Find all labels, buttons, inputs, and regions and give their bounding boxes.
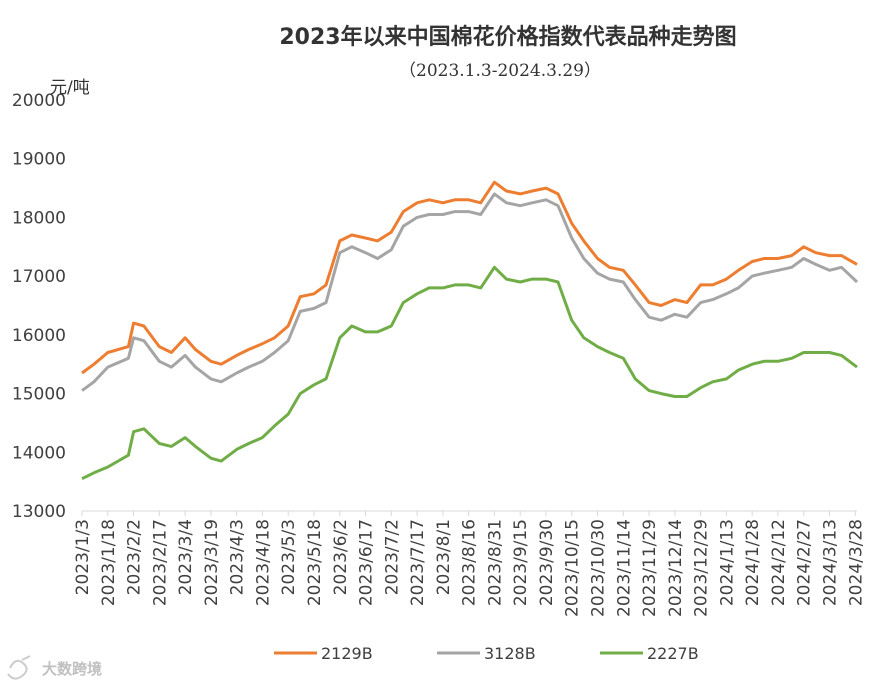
x-tick-label: 2024/2/12	[769, 519, 789, 606]
x-tick-label: 2023/3/4	[176, 519, 196, 595]
y-tick-label: 17000	[12, 267, 66, 287]
x-tick-label: 2023/11/29	[640, 519, 660, 617]
legend-label-3128B: 3128B	[484, 644, 536, 663]
x-tick-label: 2023/12/29	[692, 519, 712, 617]
legend-item-2129B[interactable]: 2129B	[274, 644, 373, 663]
x-tick-label: 2024/1/28	[743, 519, 763, 606]
x-tick-label: 2023/11/14	[614, 519, 634, 617]
y-tick-label: 16000	[12, 326, 66, 346]
series-line-3128B	[81, 192, 859, 392]
watermark: 大数跨境	[7, 655, 102, 680]
x-tick-label: 2023/2/2	[125, 519, 145, 595]
legend-item-3128B[interactable]: 3128B	[437, 644, 536, 663]
x-tick-label: 2023/10/15	[563, 519, 583, 617]
x-tick-label: 2023/7/2	[382, 519, 402, 595]
x-tick-label: 2024/1/13	[717, 519, 737, 606]
y-tick-label: 14000	[12, 443, 66, 463]
x-tick-label: 2023/9/30	[537, 519, 557, 606]
x-tick-label: 2023/6/2	[331, 519, 351, 595]
y-tick-label: 20000	[12, 91, 66, 111]
y-tick-label: 13000	[12, 502, 66, 522]
legend-item-2227B[interactable]: 2227B	[600, 644, 699, 663]
x-axis-ticks: 2023/1/3 2023/1/18 2023/2/2 2023/2/17 2023/3…	[73, 511, 866, 617]
x-tick-label: 2023/1/18	[99, 519, 119, 606]
x-tick-label: 2023/8/31	[485, 519, 505, 606]
x-tick-label: 2023/8/16	[460, 519, 480, 606]
x-tick-label: 2023/1/3	[73, 519, 93, 595]
x-tick-label: 2023/12/14	[666, 519, 686, 617]
x-tick-label: 2023/2/17	[150, 519, 170, 606]
y-axis-unit-label: 元/吨	[50, 78, 90, 98]
x-tick-label: 2023/4/18	[253, 519, 273, 606]
x-tick-label: 2023/6/17	[357, 519, 377, 606]
y-tick-label: 18000	[12, 208, 66, 228]
x-tick-label: 2023/5/3	[279, 519, 299, 595]
legend: 2129B 3128B 2227B	[274, 644, 699, 663]
x-tick-label: 2023/4/3	[228, 519, 248, 595]
chart-title: 2023年以来中国棉花价格指数代表品种走势图	[279, 24, 736, 50]
y-axis-ticks: 13000 14000 15000 16000 17000 18000 19000 20000	[12, 91, 66, 522]
x-tick-label: 2023/9/15	[511, 519, 531, 606]
x-tick-label: 2024/3/28	[846, 519, 866, 606]
x-tick-label: 2023/5/18	[305, 519, 325, 606]
legend-label-2227B: 2227B	[647, 644, 699, 663]
series-lines	[81, 180, 859, 481]
x-tick-label: 2024/3/13	[821, 519, 841, 606]
y-tick-label: 19000	[12, 150, 66, 170]
y-tick-label: 15000	[12, 385, 66, 405]
watermark-text: 大数跨境	[42, 660, 102, 678]
x-tick-label: 2023/8/1	[434, 519, 454, 595]
x-tick-label: 2023/7/17	[408, 519, 428, 606]
series-line-2227B	[81, 265, 858, 481]
legend-label-2129B: 2129B	[321, 644, 373, 663]
x-tick-label: 2023/3/19	[202, 519, 222, 606]
series-line-2129B	[81, 180, 858, 375]
chart-subtitle: （2023.1.3-2024.3.29）	[399, 61, 601, 81]
x-tick-label: 2024/2/27	[795, 519, 815, 606]
watermark-logo-icon	[7, 655, 31, 680]
x-tick-label: 2023/10/30	[589, 519, 609, 617]
